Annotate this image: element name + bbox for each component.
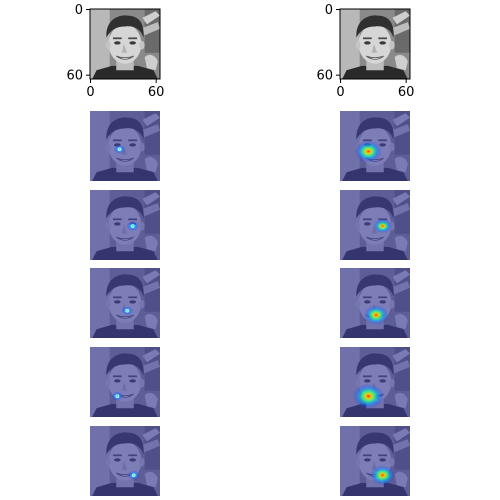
heatmap-panel-6-left (90, 426, 160, 496)
hotspot-marker (117, 147, 122, 151)
heatmap-panel-6-right (340, 426, 410, 496)
heatmap-hotspot (121, 306, 133, 316)
y-tick-label: 0 (325, 3, 333, 18)
hotspot-marker (125, 308, 129, 313)
heatmap-hotspot (127, 470, 140, 480)
heatmap-hotspot (363, 305, 389, 325)
face-image (90, 9, 160, 79)
heatmap-tint (340, 268, 410, 338)
panel-image (90, 111, 160, 181)
panel-image (90, 347, 160, 417)
hotspot-marker (130, 224, 135, 228)
panel-image (340, 190, 410, 260)
heatmap-panel-5-left (90, 347, 160, 417)
heatmap-hotspot (373, 218, 392, 234)
heatmap-panel-4-right (340, 268, 410, 338)
panel-image (90, 9, 160, 79)
heatmap-panel-2-left (90, 111, 160, 181)
heatmap-tint (340, 426, 410, 496)
heatmap-panel-3-right (340, 190, 410, 260)
heatmap-tint (90, 347, 160, 417)
heatmap-panel-2-right (340, 111, 410, 181)
axes-frame (339, 8, 411, 80)
heatmap-hotspot (113, 144, 126, 154)
face-graphic (340, 9, 410, 79)
heatmap-tint (90, 111, 160, 181)
heatmap-tint (90, 426, 160, 496)
panel-image (90, 268, 160, 338)
x-tick-label: 0 (336, 85, 344, 100)
y-tick-label: 60 (66, 69, 83, 84)
panel-image (340, 426, 410, 496)
face-graphic (90, 9, 160, 79)
x-tick-label: 0 (86, 85, 94, 100)
x-tick-label: 60 (398, 85, 415, 100)
heatmap-panel-5-right (340, 347, 410, 417)
panel-image (340, 268, 410, 338)
panel-image (90, 426, 160, 496)
x-tick-label: 60 (148, 85, 165, 100)
panel-image (90, 190, 160, 260)
face-image (340, 9, 410, 79)
heatmap-hotspot (126, 221, 139, 231)
heatmap-hotspot (352, 383, 385, 409)
heatmap-tint (90, 268, 160, 338)
y-tick-label: 0 (75, 3, 83, 18)
heatmap-panel-4-left (90, 268, 160, 338)
panel-image (340, 111, 410, 181)
panel-image (340, 9, 410, 79)
heatmap-hotspot (355, 140, 382, 163)
heatmap-hotspot (111, 391, 123, 401)
panel-image (340, 347, 410, 417)
y-tick-label: 60 (316, 69, 333, 84)
heatmap-hotspot (370, 465, 395, 486)
heatmap-tint (90, 190, 160, 260)
heatmap-panel-3-left (90, 190, 160, 260)
hotspot-marker (115, 394, 120, 398)
axes-frame (89, 8, 161, 80)
hotspot-marker (132, 473, 136, 477)
